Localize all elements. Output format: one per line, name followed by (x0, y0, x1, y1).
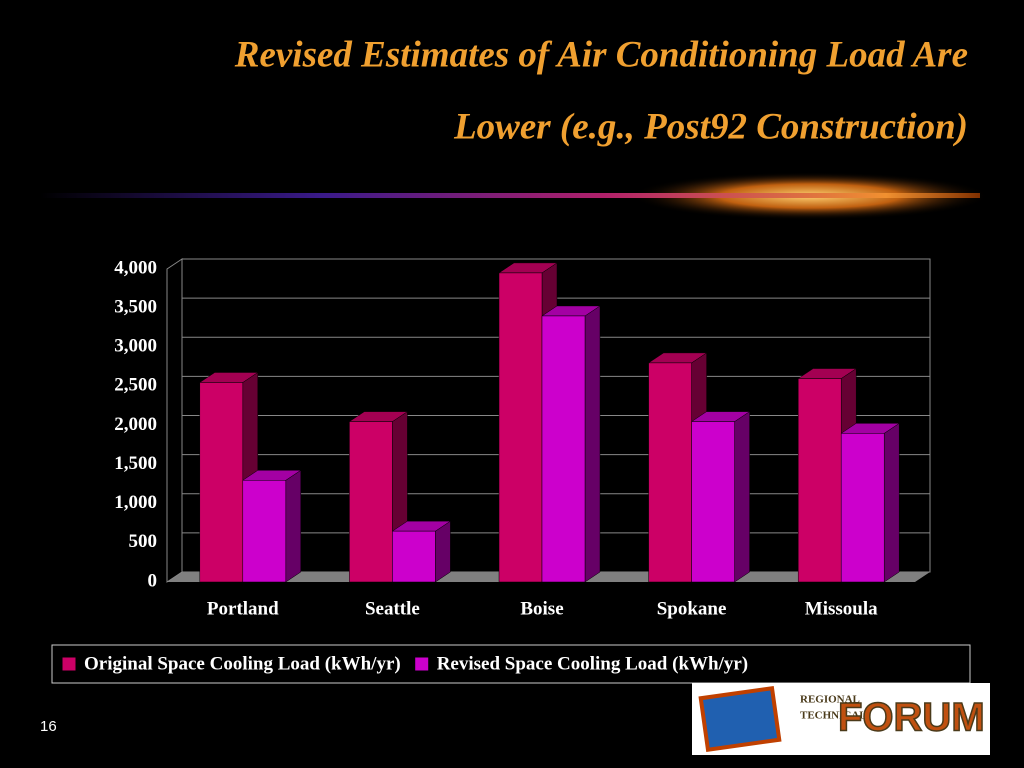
logo: REGIONAL TECHNICAL FORUM (692, 683, 990, 755)
legend-label: Revised Space Cooling Load (kWh/yr) (437, 653, 748, 674)
bar (391, 520, 452, 583)
legend (51, 644, 971, 684)
y-tick-label: 2,500 (114, 375, 157, 396)
y-tick-label: 1,000 (114, 492, 157, 513)
legend-swatch (61, 656, 77, 672)
bar-front (541, 315, 586, 583)
bar-front (349, 421, 393, 583)
y-tick-label: 3,500 (114, 296, 157, 317)
bar-front (797, 378, 842, 583)
bar-front (498, 272, 543, 583)
bar-front (242, 480, 287, 583)
y-tick-label: 0 (148, 570, 158, 591)
bar (690, 411, 751, 583)
y-tick-label: 4,000 (114, 257, 157, 278)
x-tick-label: Portland (207, 598, 279, 619)
bar (241, 469, 302, 583)
y-tick-label: 2,000 (114, 414, 157, 435)
bar-side (285, 469, 302, 583)
bar (541, 305, 601, 583)
logo-icon (698, 685, 782, 753)
legend-swatch (414, 656, 430, 672)
side-wall (166, 258, 183, 583)
logo-text: REGIONAL (800, 694, 860, 706)
x-tick-label: Missoula (805, 598, 878, 619)
y-tick-label: 1,500 (114, 453, 157, 474)
bar-front (392, 530, 436, 583)
bar (198, 371, 259, 583)
chart: 0 500 1,000 1,500 2,000 2,500 3,000 3,500 4,000 P… (114, 257, 931, 619)
logo-word: FORUM (838, 696, 985, 740)
bar (840, 422, 901, 583)
x-tick-label: Spokane (657, 598, 727, 619)
y-tick-label: 500 (129, 531, 158, 552)
glow-line (40, 193, 980, 198)
bar-side (734, 411, 750, 583)
logo-text: TECHNICAL (800, 710, 867, 722)
title-line: Lower (e.g., Post92 Construction) (453, 106, 968, 147)
title-line: Revised Estimates of Air Conditioning Lo… (234, 34, 968, 75)
bar-side (435, 520, 451, 583)
y-tick-label: 3,000 (114, 336, 157, 357)
bar-side (584, 305, 601, 583)
bar-front (199, 382, 244, 583)
slide-number: 16 (40, 718, 57, 735)
bar-side (883, 422, 900, 583)
bar-front (648, 362, 692, 583)
bar-front (840, 433, 885, 583)
bar-front (691, 421, 735, 583)
x-tick-label: Boise (520, 598, 563, 619)
legend-label: Original Space Cooling Load (kWh/yr) (84, 653, 401, 674)
x-tick-label: Seattle (365, 598, 420, 619)
